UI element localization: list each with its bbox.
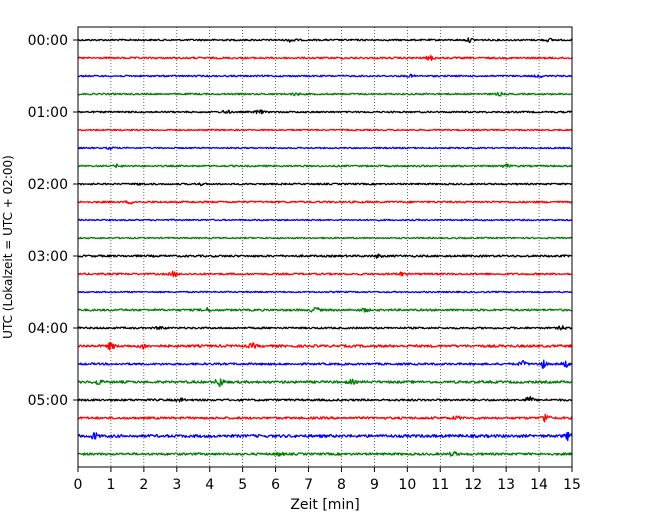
- y-tick-label-0100: 01:00: [28, 105, 68, 121]
- x-tick-label-1: 1: [106, 477, 115, 493]
- trace-row-0115: [77, 128, 573, 132]
- trace-row-0215: [77, 200, 573, 205]
- x-tick-label-12: 12: [464, 477, 482, 493]
- x-tick-label-0: 0: [74, 477, 83, 493]
- trace-row-0500: [77, 395, 573, 403]
- y-tick-label-0300: 03:00: [28, 249, 68, 265]
- x-tick-label-7: 7: [304, 477, 313, 493]
- x-tick-label-11: 11: [431, 477, 449, 493]
- trace-row-0545: [77, 450, 573, 457]
- trace-row-0345: [78, 306, 573, 313]
- trace-row-0145: [77, 163, 573, 169]
- y-tick-label-0500: 05:00: [28, 393, 68, 409]
- x-axis-label: Zeit [min]: [290, 497, 359, 513]
- trace-row-0130: [77, 146, 573, 151]
- y-axis-ticks: 00:00 01:00 02:00 03:00 04:00 05:00: [28, 33, 78, 409]
- trace-row-0245: [77, 236, 573, 240]
- x-tick-label-15: 15: [563, 477, 581, 493]
- x-tick-label-4: 4: [205, 477, 214, 493]
- x-tick-label-10: 10: [398, 477, 416, 493]
- trace-row-0445: [77, 378, 573, 388]
- trace-row-0015: [77, 54, 573, 61]
- trace-row-0530: [77, 431, 573, 442]
- y-tick-label-0200: 02:00: [28, 177, 68, 193]
- trace-row-0300: [77, 253, 573, 259]
- trace-row-0200: [77, 182, 573, 187]
- trace-row-0000: [77, 37, 573, 44]
- trace-row-0330: [77, 290, 573, 294]
- x-tick-label-3: 3: [172, 477, 181, 493]
- seismogram-traces: [77, 37, 573, 457]
- trace-row-0415: [77, 342, 573, 351]
- x-tick-label-2: 2: [139, 477, 148, 493]
- x-tick-label-13: 13: [497, 477, 515, 493]
- x-tick-label-14: 14: [530, 477, 548, 493]
- trace-row-0230: [77, 218, 573, 222]
- trace-row-0315: [77, 270, 573, 278]
- trace-row-0045: [77, 91, 573, 97]
- trace-row-0515: [77, 413, 573, 423]
- vertical-grid: [110, 27, 540, 467]
- plot-frame: [77, 26, 573, 468]
- y-tick-label-0000: 00:00: [28, 33, 68, 49]
- trace-row-0400: [77, 325, 573, 331]
- trace-row-0030: [77, 73, 573, 79]
- x-tick-label-5: 5: [238, 477, 247, 493]
- x-tick-label-6: 6: [271, 477, 280, 493]
- y-tick-label-0400: 04:00: [28, 321, 68, 337]
- x-tick-label-9: 9: [370, 477, 379, 493]
- y-axis-label: UTC (Lokalzeit = UTC + 02:00): [1, 155, 15, 339]
- x-axis-ticks: 0 1 2 3 4 5 6 7 8 9 10 11 12 13 14 15: [74, 467, 581, 493]
- x-tick-label-8: 8: [337, 477, 346, 493]
- trace-row-0430: [77, 359, 573, 369]
- trace-row-0100: [77, 109, 573, 115]
